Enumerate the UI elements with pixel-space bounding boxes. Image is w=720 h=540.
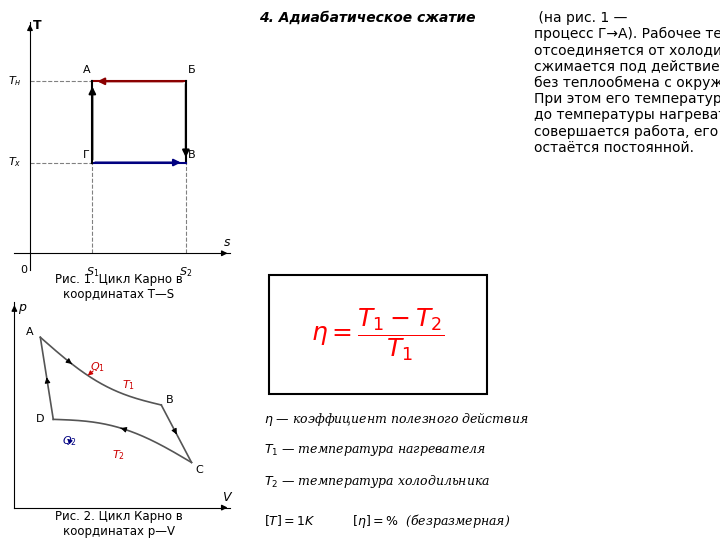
Text: V: V [222,491,230,504]
Text: В: В [188,150,196,160]
Text: p: p [17,301,25,314]
Text: $T_1$ — температура нагревателя: $T_1$ — температура нагревателя [264,442,485,458]
Text: s: s [224,236,230,249]
Text: $T_2$ — температура холодильника: $T_2$ — температура холодильника [264,472,490,490]
Text: Г: Г [84,150,90,160]
Text: B: B [166,395,174,405]
Text: $S_1$: $S_1$ [86,265,99,279]
Text: $Q_1$: $Q_1$ [90,360,105,374]
Text: Рис. 2. Цикл Карно в
координатах p—V: Рис. 2. Цикл Карно в координатах p—V [55,510,183,538]
Text: $[T] = 1K$          $[\eta] = \%$  (безразмерная): $[T] = 1K$ $[\eta] = \%$ (безразмерная) [264,511,510,530]
Text: $T_н$: $T_н$ [7,75,21,88]
Text: Рис. 1. Цикл Карно в
координатах T—S: Рис. 1. Цикл Карно в координатах T—S [55,273,183,301]
Text: A: A [26,327,34,338]
Text: $Q_2$: $Q_2$ [62,434,77,448]
Text: $\eta$ — коэффициент полезного действия: $\eta$ — коэффициент полезного действия [264,411,528,428]
Text: Б: Б [188,65,196,76]
Text: $T_х$: $T_х$ [8,156,21,170]
Text: 4. Адиабатическое сжатие: 4. Адиабатическое сжатие [259,11,476,25]
Text: T: T [33,19,42,32]
Text: $T_2$: $T_2$ [112,448,125,462]
Text: $S_2$: $S_2$ [179,265,192,279]
Text: D: D [36,414,45,424]
Text: $T_1$: $T_1$ [122,379,135,393]
Text: 0: 0 [20,265,27,275]
Text: C: C [196,464,204,475]
Text: (на рис. 1 —
процесс Г→А). Рабочее тело
отсоединяется от холодильника и
сжимаетс: (на рис. 1 — процесс Г→А). Рабочее тело … [534,11,720,155]
Text: А: А [83,65,90,76]
Text: $\it{\eta} = \dfrac{T_1 - T_2}{T_1}$: $\it{\eta} = \dfrac{T_1 - T_2}{T_1}$ [311,307,445,363]
